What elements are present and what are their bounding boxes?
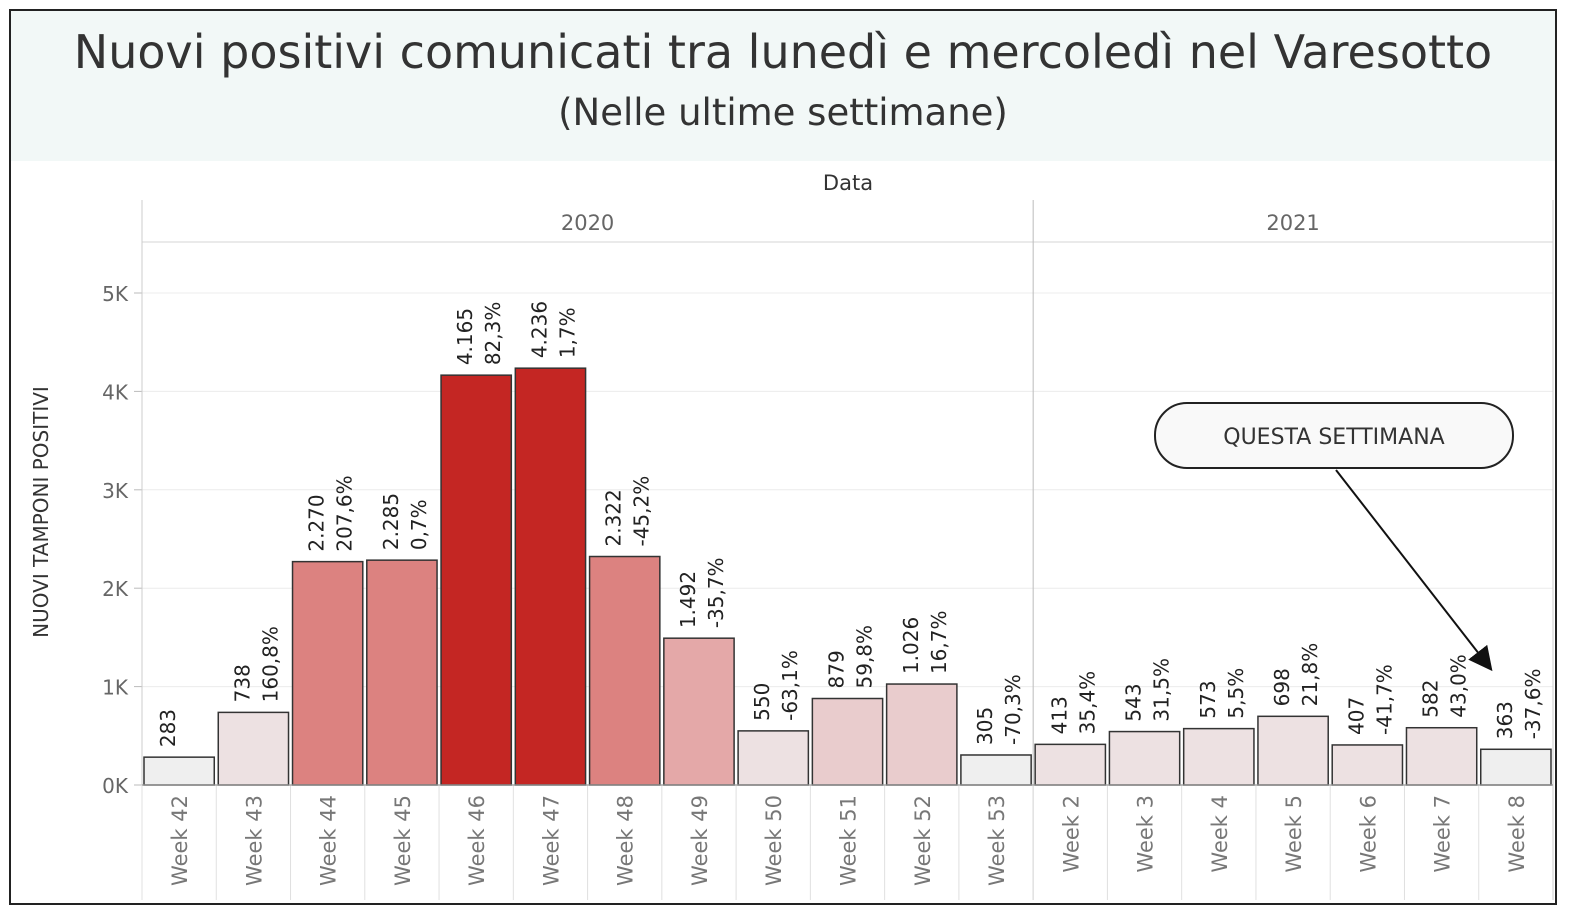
bar-week-50: [737, 730, 810, 786]
annotation-text: QUESTA SETTIMANA: [1223, 425, 1444, 450]
y-tick-label: 1K: [102, 676, 129, 700]
pct-label: 16,7%: [927, 610, 951, 674]
value-label: 407: [1344, 697, 1368, 735]
x-tick-label: Week 49: [688, 795, 712, 886]
value-label: 2.322: [602, 489, 626, 546]
pct-label: 5,5%: [1224, 668, 1248, 719]
title-band: Nuovi positivi comunicati tra lunedì e m…: [11, 11, 1555, 161]
pct-label: -41,7%: [1372, 664, 1396, 735]
chart-subtitle: (Nelle ultime settimane): [558, 91, 1008, 134]
value-label: 582: [1419, 680, 1443, 718]
pct-label: 1,7%: [555, 307, 579, 358]
bar-week-6: [1331, 744, 1404, 786]
y-tick-label: 5K: [102, 282, 129, 306]
year-label-2020: 2020: [561, 211, 614, 235]
value-label: 543: [1122, 683, 1146, 721]
x-tick-label: Week 46: [465, 795, 489, 886]
bar-week-4: [1182, 727, 1255, 786]
x-tick-label: Week 4: [1208, 795, 1232, 873]
value-label: 573: [1196, 680, 1220, 718]
y-axis-label: NUOVI TAMPONI POSITIVI: [29, 386, 53, 638]
x-tick-label: Week 8: [1505, 795, 1529, 873]
x-tick-label: Week 47: [539, 795, 563, 886]
x-tick-label: Week 2: [1059, 795, 1083, 873]
value-label: 4.165: [453, 308, 477, 365]
x-tick-label: Week 42: [168, 795, 192, 886]
value-label: 1.492: [676, 571, 700, 628]
pct-label: -45,2%: [630, 476, 654, 547]
bar-week-48: [588, 555, 661, 786]
value-label: 738: [230, 664, 254, 702]
bar-week-3: [1108, 730, 1181, 786]
x-tick-label: Week 52: [911, 795, 935, 886]
y-tick-label: 4K: [102, 380, 129, 404]
pct-label: -70,3%: [1001, 674, 1025, 745]
value-label: 2.285: [379, 493, 403, 550]
annotation-arrow: [1335, 469, 1493, 672]
y-tick-label: 0K: [102, 774, 129, 798]
bar-week-46: [440, 374, 513, 786]
x-tick-label: Week 6: [1356, 795, 1380, 873]
pct-label: -37,6%: [1521, 669, 1545, 740]
pct-label: 31,5%: [1150, 658, 1174, 722]
bar-week-47: [514, 367, 587, 786]
bar-week-2: [1034, 743, 1107, 786]
value-label: 550: [750, 683, 774, 721]
bar-week-49: [663, 637, 735, 786]
pct-label: 207,6%: [333, 475, 357, 551]
bar-week-5: [1257, 715, 1329, 786]
pct-label: -35,7%: [704, 557, 728, 628]
pct-label: 21,8%: [1298, 643, 1322, 707]
pct-label: 35,4%: [1075, 671, 1099, 735]
bar-week-42: [143, 756, 216, 786]
bar-week-8: [1479, 748, 1552, 786]
y-tick-label: 2K: [102, 577, 129, 601]
bar-week-7: [1405, 726, 1478, 786]
pct-label: 43,0%: [1447, 654, 1471, 718]
annotation-bubble: [1154, 402, 1514, 469]
bar-week-43: [217, 711, 290, 786]
value-label: 363: [1493, 701, 1517, 739]
bar-week-45: [366, 559, 438, 786]
pct-label: 59,8%: [853, 625, 877, 689]
x-tick-label: Week 50: [762, 795, 786, 886]
pct-label: -63,1%: [778, 650, 802, 721]
pct-label: 0,7%: [407, 499, 431, 550]
x-tick-label: Week 53: [985, 795, 1009, 886]
bar-week-44: [291, 560, 364, 786]
bar-week-52: [885, 683, 958, 786]
x-tick-label: Week 3: [1134, 795, 1158, 873]
value-label: 283: [156, 709, 180, 747]
x-tick-label: Week 43: [242, 795, 266, 886]
x-tick-label: Week 45: [391, 795, 415, 886]
year-label-2021: 2021: [1266, 211, 1319, 235]
x-tick-label: Week 44: [317, 795, 341, 886]
value-label: 305: [973, 707, 997, 745]
y-tick-label: 3K: [102, 479, 129, 503]
value-label: 879: [825, 650, 849, 688]
value-label: 2.270: [305, 494, 329, 551]
bar-week-51: [811, 697, 884, 786]
x-tick-label: Week 51: [837, 795, 861, 886]
pct-label: 82,3%: [481, 302, 505, 366]
chart-title: Nuovi positivi comunicati tra lunedì e m…: [73, 25, 1493, 79]
pct-label: 160,8%: [258, 626, 282, 702]
column-header: Data: [823, 171, 873, 195]
x-tick-label: Week 48: [614, 795, 638, 886]
value-label: 413: [1047, 696, 1071, 734]
x-tick-label: Week 7: [1431, 795, 1455, 873]
x-tick-label: Week 5: [1282, 795, 1306, 873]
value-label: 698: [1270, 668, 1294, 706]
value-label: 1.026: [899, 617, 923, 674]
bar-week-53: [960, 754, 1032, 786]
value-label: 4.236: [527, 301, 551, 358]
